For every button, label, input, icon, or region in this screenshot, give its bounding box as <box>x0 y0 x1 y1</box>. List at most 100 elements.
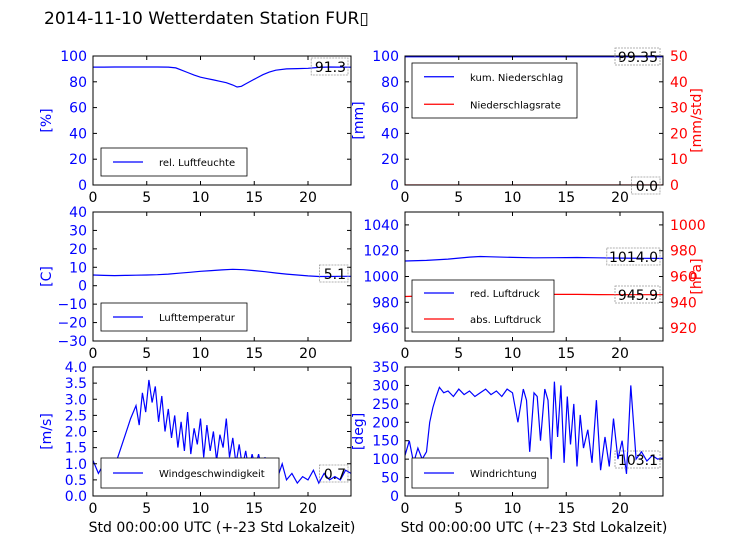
ytick-label: 100 <box>60 49 87 65</box>
ytick-label: 20 <box>69 152 87 168</box>
ytick-label: 1020 <box>363 244 399 260</box>
ylabel-humidity: [%] <box>39 108 55 132</box>
ytick-label: 100 <box>372 452 399 468</box>
xtick-label: 15 <box>245 190 263 206</box>
xtick-label: 0 <box>401 346 410 362</box>
subplot-precip: 0 5 10 15 20 0 20 40 60 80 100 0 10 20 30 40 50 [mm] [mm/s… <box>351 47 705 206</box>
ytick-label: 20 <box>69 242 87 258</box>
legend-box <box>411 62 578 119</box>
annotation-box <box>614 285 661 304</box>
y2tick-label: 0 <box>670 178 679 194</box>
legend-box <box>411 279 555 333</box>
ytick-label: 1000 <box>363 270 399 286</box>
axes-frame-precip <box>404 55 664 186</box>
annotation-box <box>310 57 349 76</box>
xtick-label: 5 <box>454 346 463 362</box>
ylabel-wind: [m/s] <box>39 413 55 450</box>
annotation-value: 0.7 <box>324 467 346 483</box>
xtick-label: 0 <box>89 190 98 206</box>
legend-pressure: red. Luftdruck abs. Luftdruck <box>411 279 555 333</box>
ylabel-precip: [mm] <box>351 101 367 139</box>
axes-frame-humidity <box>92 55 352 186</box>
legend-label: Windrichtung <box>470 469 537 480</box>
ylabel-temp: [C] <box>39 266 55 287</box>
xtick-label: 15 <box>245 501 263 517</box>
ytick-label: −20 <box>57 316 87 332</box>
xtick-label: 20 <box>611 501 629 517</box>
xtick-label: 10 <box>504 190 522 206</box>
xtick-label: 20 <box>299 190 317 206</box>
ytick-label: 100 <box>372 49 399 65</box>
annotation-value: 103.1 <box>618 453 658 469</box>
subplot-wind: 0 5 10 15 20 0.00.51.01.52.02.53.03.54.0 [m/s]… <box>39 360 355 536</box>
ytick-label: 60 <box>381 101 399 117</box>
xtick-label: 0 <box>401 190 410 206</box>
xtick-label: 5 <box>142 501 151 517</box>
y2tick-label: 980 <box>670 244 697 260</box>
annotation-value: 91.3 <box>315 60 346 76</box>
ytick-label: 40 <box>381 126 399 142</box>
series-wind-0 <box>93 379 351 485</box>
y2tick-label: 50 <box>670 49 688 65</box>
ytick-label: 50 <box>381 471 399 487</box>
page-title: 2014-11-10 Wetterdaten Station FUR▯ <box>44 9 369 29</box>
series-temp-0 <box>93 268 351 278</box>
annotation-box <box>614 47 661 66</box>
y2label-pressure: [hPa] <box>689 258 705 294</box>
subplot-pressure: 0 5 10 15 20 960 980 1000 1020 1040 920 940 960 980 10… <box>363 211 706 362</box>
legend-label: Niederschlagsrate <box>470 100 561 111</box>
ytick-label: 980 <box>372 295 399 311</box>
ytick-label: 200 <box>372 415 399 431</box>
ytick-label: −10 <box>57 297 87 313</box>
annotation-value: 1014.0 <box>609 250 658 266</box>
legend-winddir: Windrichtung <box>411 457 549 489</box>
ytick-label: 1.5 <box>65 441 87 457</box>
ytick-label: 960 <box>372 321 399 337</box>
ytick-label: 40 <box>69 126 87 142</box>
series-pressure-0 <box>405 255 663 262</box>
annotation-value: 945.9 <box>618 288 658 304</box>
ytick-label: 0 <box>390 178 399 194</box>
xtick-label: 20 <box>611 190 629 206</box>
ytick-label: 0 <box>78 178 87 194</box>
ytick-label: 250 <box>372 397 399 413</box>
ytick-label: 0.0 <box>65 489 87 505</box>
ytick-label: 60 <box>69 101 87 117</box>
legend-wind: Windgeschwindigkeit <box>100 457 280 489</box>
ytick-label: 3.5 <box>65 376 87 392</box>
legend-label: red. Luftdruck <box>470 289 540 300</box>
annotation-box <box>631 176 661 195</box>
annotation-box <box>318 464 349 483</box>
xtick-label: 0 <box>89 501 98 517</box>
subplot-humidity: 0 5 10 15 20 0 20 40 60 80 100 [%] rel. Luftfeuchte 9… <box>39 49 352 206</box>
ytick-label: 0 <box>78 279 87 295</box>
legend-temp: Lufttemperatur <box>100 302 248 332</box>
y2tick-label: 920 <box>670 321 697 337</box>
ytick-label: 1.0 <box>65 457 87 473</box>
xtick-label: 15 <box>245 346 263 362</box>
xtick-label: 10 <box>504 346 522 362</box>
ytick-label: 1040 <box>363 218 399 234</box>
xtick-label: 10 <box>192 190 210 206</box>
y2tick-label: 30 <box>670 101 688 117</box>
ytick-label: 0.5 <box>65 473 87 489</box>
xtick-label: 10 <box>504 501 522 517</box>
annotation-box <box>614 450 661 469</box>
xtick-label: 0 <box>401 501 410 517</box>
series-humidity-0 <box>93 66 351 88</box>
annotation-box <box>318 264 349 283</box>
xtick-label: 20 <box>611 346 629 362</box>
xtick-label: 5 <box>454 190 463 206</box>
axes-frame-winddir <box>404 366 664 497</box>
xtick-label: 5 <box>142 346 151 362</box>
ytick-label: −30 <box>57 334 87 350</box>
xlabel-wind: Std 00:00:00 UTC (+-23 Std Lokalzeit) <box>89 520 356 536</box>
legend-label: kum. Niederschlag <box>470 73 563 84</box>
xtick-label: 10 <box>192 501 210 517</box>
y2tick-label: 20 <box>670 126 688 142</box>
ytick-label: 40 <box>69 205 87 221</box>
xtick-label: 20 <box>299 501 317 517</box>
y2tick-label: 40 <box>670 75 688 91</box>
